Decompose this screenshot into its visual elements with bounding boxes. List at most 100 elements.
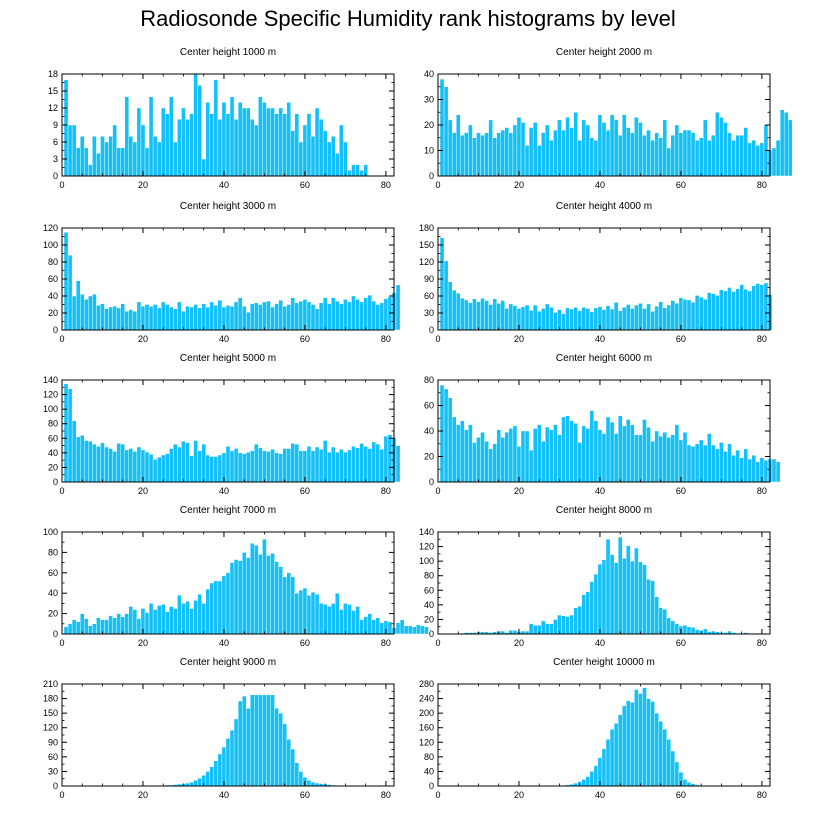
bar: [262, 694, 267, 787]
bar: [747, 142, 752, 177]
bar: [205, 454, 210, 483]
bar: [237, 297, 243, 331]
bar: [646, 579, 651, 635]
bar: [278, 453, 283, 483]
bar: [375, 617, 381, 635]
bar: [678, 439, 684, 483]
bar: [88, 441, 93, 483]
bar: [165, 453, 170, 483]
x-tick-label: 20: [514, 486, 524, 496]
bar: [262, 450, 267, 483]
x-tick-label: 60: [300, 790, 310, 800]
x-tick-label: 60: [676, 486, 686, 496]
bar: [532, 304, 538, 331]
bar: [771, 147, 777, 177]
y-tick-label: 120: [43, 390, 58, 400]
bar: [650, 580, 655, 635]
x-tick-label: 40: [595, 486, 605, 496]
chart-panel: Center height 1000 m 0 20 40 60 80 0 3 6 9 12 15 18: [48, 47, 395, 190]
bar: [274, 452, 279, 483]
bar: [597, 563, 603, 635]
x-tick-label: 40: [219, 638, 229, 648]
bar: [589, 771, 595, 787]
bar: [116, 147, 121, 177]
y-tick-label: 140: [43, 375, 58, 385]
x-tick-label: 60: [676, 790, 686, 800]
bar: [88, 625, 93, 635]
bar: [286, 739, 291, 787]
bar: [331, 446, 336, 483]
bar: [524, 430, 530, 483]
bar: [286, 102, 291, 177]
bar: [124, 613, 130, 635]
bar: [658, 301, 663, 331]
bar: [460, 420, 465, 483]
bar: [424, 626, 429, 635]
x-tick-label: 60: [300, 334, 310, 344]
x-tick-label: 60: [300, 638, 310, 648]
bar: [375, 304, 381, 331]
y-tick-label: 60: [48, 752, 58, 762]
bar: [193, 779, 198, 787]
y-tick-label: 180: [419, 223, 434, 233]
bar: [723, 290, 728, 331]
x-tick-label: 20: [514, 638, 524, 648]
bar: [221, 102, 227, 177]
bar: [286, 304, 291, 331]
chart-panel: Center height 8000 m 0 20 40 60 80 0 20 40 60 80 10…: [419, 505, 771, 648]
bar: [451, 416, 457, 483]
bar: [363, 446, 368, 483]
bar: [464, 299, 469, 331]
bar: [229, 306, 235, 331]
bar: [666, 147, 672, 177]
bar: [642, 564, 647, 635]
bar: [553, 129, 558, 177]
bar: [347, 449, 352, 483]
bar: [451, 290, 457, 331]
bar: [545, 623, 550, 635]
bar: [246, 708, 251, 787]
bar: [193, 600, 198, 635]
y-tick-label: 0: [429, 629, 434, 639]
y-tick-label: 140: [419, 527, 434, 537]
bar: [209, 456, 215, 483]
bar: [634, 117, 639, 177]
bar: [609, 114, 615, 177]
x-tick-label: 60: [676, 638, 686, 648]
bar: [662, 307, 667, 331]
bar: [613, 723, 619, 787]
bar: [233, 301, 239, 331]
bar: [67, 254, 73, 331]
bar: [189, 781, 194, 787]
bar: [193, 440, 198, 483]
bar: [124, 449, 130, 483]
y-tick-label: 80: [48, 419, 58, 429]
bar: [136, 618, 142, 635]
bar: [148, 454, 154, 483]
bar: [310, 450, 316, 483]
bar: [233, 718, 239, 787]
y-tick-label: 40: [424, 426, 434, 436]
bar: [528, 309, 534, 331]
bar: [258, 304, 263, 331]
y-tick-label: 18: [48, 69, 58, 79]
bar: [416, 624, 421, 635]
bar: [258, 694, 263, 787]
bar: [278, 107, 283, 177]
bar: [573, 307, 578, 331]
bar: [638, 693, 643, 787]
x-tick-label: 80: [381, 790, 391, 800]
bar: [266, 451, 271, 483]
y-tick-label: 60: [424, 585, 434, 595]
chart-panel: Center height 10000 m 0 20 40 60 80 0 40 80 120 16…: [419, 657, 771, 800]
bar: [347, 604, 352, 635]
bar: [306, 595, 312, 635]
bar: [731, 140, 736, 177]
bar: [504, 127, 510, 177]
bar: [711, 134, 716, 177]
bar: [573, 423, 578, 483]
bar: [241, 695, 247, 787]
chart-title: Center height 10000 m: [553, 657, 655, 668]
bar: [294, 443, 300, 483]
bar: [512, 630, 518, 635]
